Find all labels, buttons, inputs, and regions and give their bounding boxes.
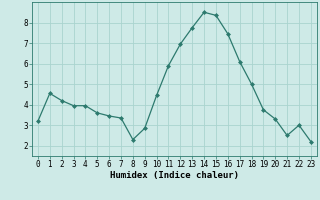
X-axis label: Humidex (Indice chaleur): Humidex (Indice chaleur) bbox=[110, 171, 239, 180]
